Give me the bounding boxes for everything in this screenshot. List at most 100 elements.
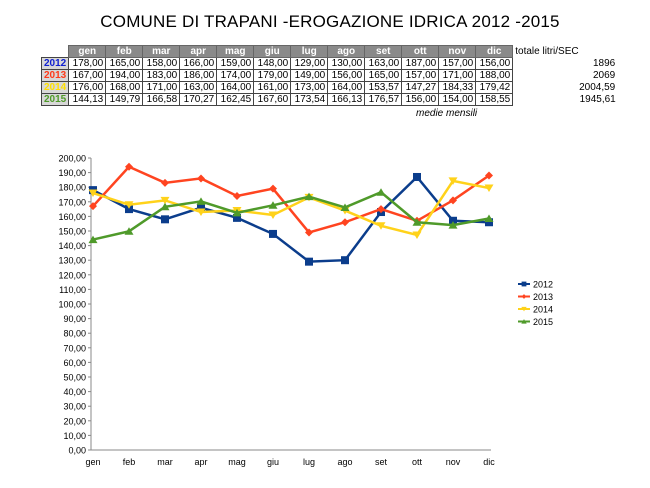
- data-table: gen feb mar apr mag giu lug ago set ott nov dic tota…: [40, 45, 618, 106]
- month-header: nov: [438, 45, 477, 58]
- data-point-2012: [269, 229, 277, 238]
- y-tick-label: 0,00: [68, 446, 86, 456]
- data-point-2013: [125, 162, 133, 171]
- table-row: 2014 176,00 168,00 171,00 163,00 164,00 161,00…: [40, 81, 618, 94]
- data-point-2012: [485, 218, 493, 227]
- corner-cell: [41, 45, 69, 58]
- data-point-2012: [413, 172, 421, 181]
- total-cell: 2004,59: [579, 82, 616, 93]
- legend-marker-2013: [521, 294, 527, 299]
- data-point-2012: [341, 256, 349, 265]
- data-point-2013: [449, 196, 457, 205]
- legend-marker-2012: [521, 281, 527, 287]
- value-cell: 173,54: [290, 93, 329, 106]
- y-tick-label: 60,00: [63, 358, 86, 368]
- month-header: apr: [179, 45, 218, 58]
- data-point-2014: [196, 208, 206, 217]
- y-tick-label: 130,00: [58, 256, 86, 266]
- y-tick-label: 140,00: [58, 241, 86, 251]
- y-tick-label: 30,00: [63, 402, 86, 412]
- legend-marker-2014: [521, 306, 527, 312]
- data-point-2014: [160, 196, 170, 205]
- value-cell: 158,55: [475, 93, 514, 106]
- data-point-2012: [233, 213, 241, 222]
- data-point-2014: [448, 177, 458, 185]
- y-tick-label: 110,00: [59, 285, 86, 295]
- data-point-2014: [124, 201, 134, 209]
- value-cell: 176,57: [364, 93, 403, 106]
- y-tick-label: 160,00: [58, 212, 86, 222]
- data-point-2015: [304, 192, 314, 201]
- legend-label-2014: 2014: [533, 305, 553, 315]
- table-row: 2015 144,13 149,79 166,58 170,27 162,45 167,60…: [40, 93, 618, 106]
- y-tick-label: 200,00: [58, 154, 86, 164]
- x-tick-label: apr: [194, 457, 207, 467]
- total-cell: 1896: [593, 58, 616, 69]
- x-tick-label: mar: [157, 457, 173, 467]
- value-cell: 154,00: [438, 93, 477, 106]
- data-point-2013: [89, 202, 97, 211]
- legend-label-2015: 2015: [533, 317, 553, 327]
- series-line-2012: [92, 175, 490, 263]
- x-tick-label: dic: [483, 457, 495, 467]
- x-tick-label: set: [375, 457, 388, 467]
- x-tick-label: giu: [267, 457, 279, 467]
- x-tick-label: ott: [412, 457, 423, 467]
- legend-label-2013: 2013: [533, 292, 553, 302]
- y-tick-label: 100,00: [58, 300, 86, 310]
- data-point-2015: [484, 214, 494, 223]
- data-point-2014: [484, 184, 494, 193]
- data-point-2015: [196, 197, 206, 205]
- data-point-2012: [125, 205, 133, 214]
- table-note: medie mensili: [416, 108, 478, 119]
- data-point-2015: [124, 227, 134, 235]
- series-line-2013: [92, 165, 490, 234]
- data-point-2015: [232, 208, 242, 217]
- y-tick-label: 120,00: [58, 270, 86, 280]
- data-point-2013: [161, 178, 169, 187]
- value-cell: 162,45: [216, 93, 255, 106]
- data-point-2012: [197, 203, 205, 212]
- year-label: 2015: [40, 93, 70, 106]
- data-point-2012: [161, 215, 169, 224]
- data-point-2012: [449, 216, 457, 225]
- data-point-2012: [305, 257, 313, 266]
- x-tick-label: mag: [228, 457, 246, 467]
- data-point-2014: [376, 222, 386, 230]
- data-point-2013: [233, 191, 241, 200]
- y-tick-label: 170,00: [58, 197, 86, 207]
- data-point-2015: [376, 188, 386, 196]
- total-header: totale litri/SEC: [512, 45, 618, 58]
- year-label: 2013: [40, 69, 70, 82]
- data-point-2015: [160, 202, 170, 211]
- y-tick-label: 90,00: [63, 314, 86, 324]
- year-label: 2012: [40, 57, 70, 70]
- x-tick-label: gen: [85, 457, 100, 467]
- page-title: COMUNE DI TRAPANI -EROGAZIONE IDRICA 201…: [100, 12, 560, 31]
- x-tick-label: ago: [337, 457, 352, 467]
- y-tick-label: 190,00: [58, 168, 86, 178]
- y-tick-label: 180,00: [58, 183, 86, 193]
- data-point-2013: [485, 171, 493, 180]
- data-point-2013: [305, 228, 313, 237]
- y-tick-label: 40,00: [63, 387, 86, 397]
- data-point-2013: [341, 218, 349, 227]
- data-point-2015: [340, 203, 350, 211]
- total-cell: 1945,61: [579, 94, 616, 105]
- y-tick-label: 20,00: [63, 416, 86, 426]
- series-line-2015: [92, 190, 490, 241]
- y-tick-label: 150,00: [58, 227, 86, 237]
- y-tick-label: 70,00: [63, 343, 86, 353]
- data-point-2014: [412, 231, 422, 239]
- legend-label-2012: 2012: [533, 280, 553, 290]
- legend-marker-2015: [521, 319, 527, 324]
- data-point-2015: [88, 235, 98, 244]
- data-point-2014: [88, 189, 98, 198]
- y-tick-label: 10,00: [63, 431, 86, 441]
- y-tick-label: 50,00: [63, 373, 86, 383]
- series-line-2014: [92, 179, 490, 237]
- y-tick-label: 80,00: [63, 329, 86, 339]
- month-header: lug: [290, 45, 329, 58]
- month-header: dic: [475, 45, 514, 58]
